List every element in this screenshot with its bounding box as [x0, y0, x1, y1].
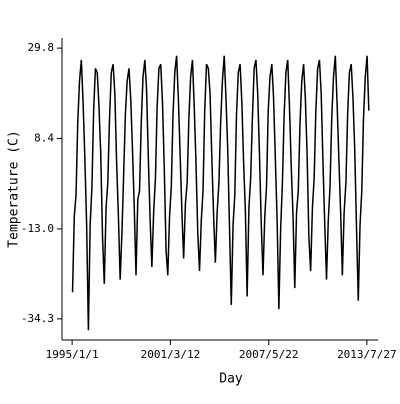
x-tick-label: 2013/7/27 [337, 348, 397, 361]
x-tick-label: 2001/3/12 [141, 348, 201, 361]
x-tick-label: 1995/1/1 [46, 348, 99, 361]
y-tick-label: -34.3 [21, 312, 54, 325]
y-tick-label: 8.4 [34, 132, 54, 145]
x-axis-title: Day [219, 372, 243, 387]
x-tick-label: 2007/5/22 [239, 348, 299, 361]
data-line [71, 55, 370, 331]
y-tick-label: 29.8 [28, 41, 55, 54]
y-axis-title: Temperature (C) [7, 130, 22, 247]
y-tick-label: -13.0 [21, 222, 54, 235]
